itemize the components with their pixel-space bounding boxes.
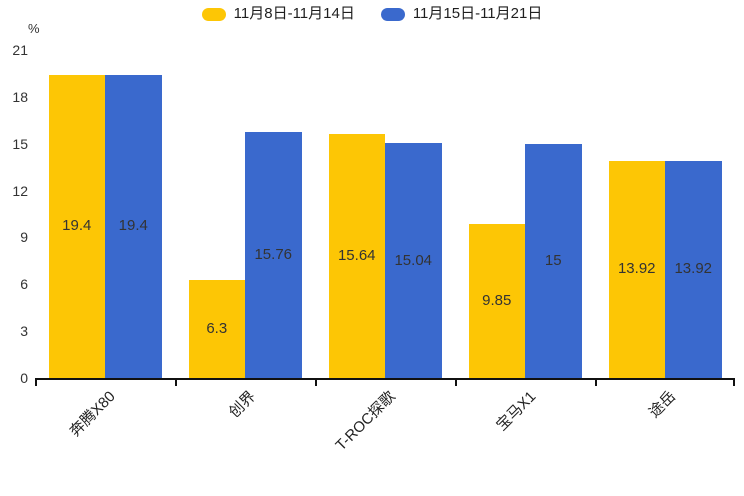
y-axis-tick-label: 0 [20,370,28,386]
legend-swatch-icon [201,7,226,21]
bar-series-1-T-ROC探歌[interactable] [328,133,385,378]
y-axis-unit-label: % [28,21,40,36]
x-axis-tick [455,380,457,386]
bar-value-label: 15.76 [254,245,293,263]
legend-item-series-2[interactable]: 11月15日-11月21日 [380,5,543,23]
bar-value-label: 15.04 [394,251,433,269]
x-axis-category-label: 创界 [225,388,260,422]
bar-series-2-创界[interactable] [245,131,302,378]
bar-value-label: 15.64 [337,246,376,264]
bar-value-label: 9.85 [482,292,512,310]
y-axis-tick-label: 3 [20,323,28,340]
x-axis-category-label: 宝马X1 [492,388,540,435]
bar-series-2-T-ROC探歌[interactable] [385,143,442,378]
legend-label: 11月15日-11月21日 [412,5,543,22]
bar-series-2-途岳[interactable] [665,160,722,378]
y-axis-tick-label: 15 [12,135,28,152]
x-axis-tick [595,380,597,386]
x-axis-category-label: T-ROC探歌 [332,388,400,455]
bar-value-label: 13.92 [674,260,713,278]
bar-series-1-创界[interactable] [188,279,245,378]
bar-series-1-奔腾X80[interactable] [48,74,105,378]
bar-series-1-途岳[interactable] [608,160,665,378]
x-axis-category-label: 途岳 [645,388,680,422]
y-axis-tick-label: 9 [20,229,28,246]
x-axis-category-label: 奔腾X80 [66,388,120,441]
bar-value-label: 15 [544,251,562,269]
x-axis-tick [175,380,177,386]
bar-value-label: 19.4 [118,217,148,235]
x-axis-tick [733,380,735,386]
y-axis-tick-label: 12 [12,182,28,199]
x-axis-tick [35,380,37,386]
bar-value-label: 6.3 [206,319,228,337]
bar-value-label: 19.4 [62,217,92,235]
bar-series-2-奔腾X80[interactable] [105,74,162,378]
legend-label: 11月8日-11月14日 [233,5,355,22]
y-axis-tick-label: 6 [20,276,28,293]
legend-swatch-icon [380,7,405,21]
bar-value-label: 13.92 [617,260,656,278]
legend: 11月8日-11月14日 11月15日-11月21日 [0,5,744,23]
bar-series-2-宝马X1[interactable] [525,143,582,378]
y-axis-tick-label: 21 [12,42,28,58]
bar-series-1-宝马X1[interactable] [468,224,525,378]
x-axis-line [35,378,735,380]
legend-item-series-1[interactable]: 11月8日-11月14日 [201,5,355,23]
y-axis-tick-label: 18 [12,88,28,105]
x-axis-tick [315,380,317,386]
